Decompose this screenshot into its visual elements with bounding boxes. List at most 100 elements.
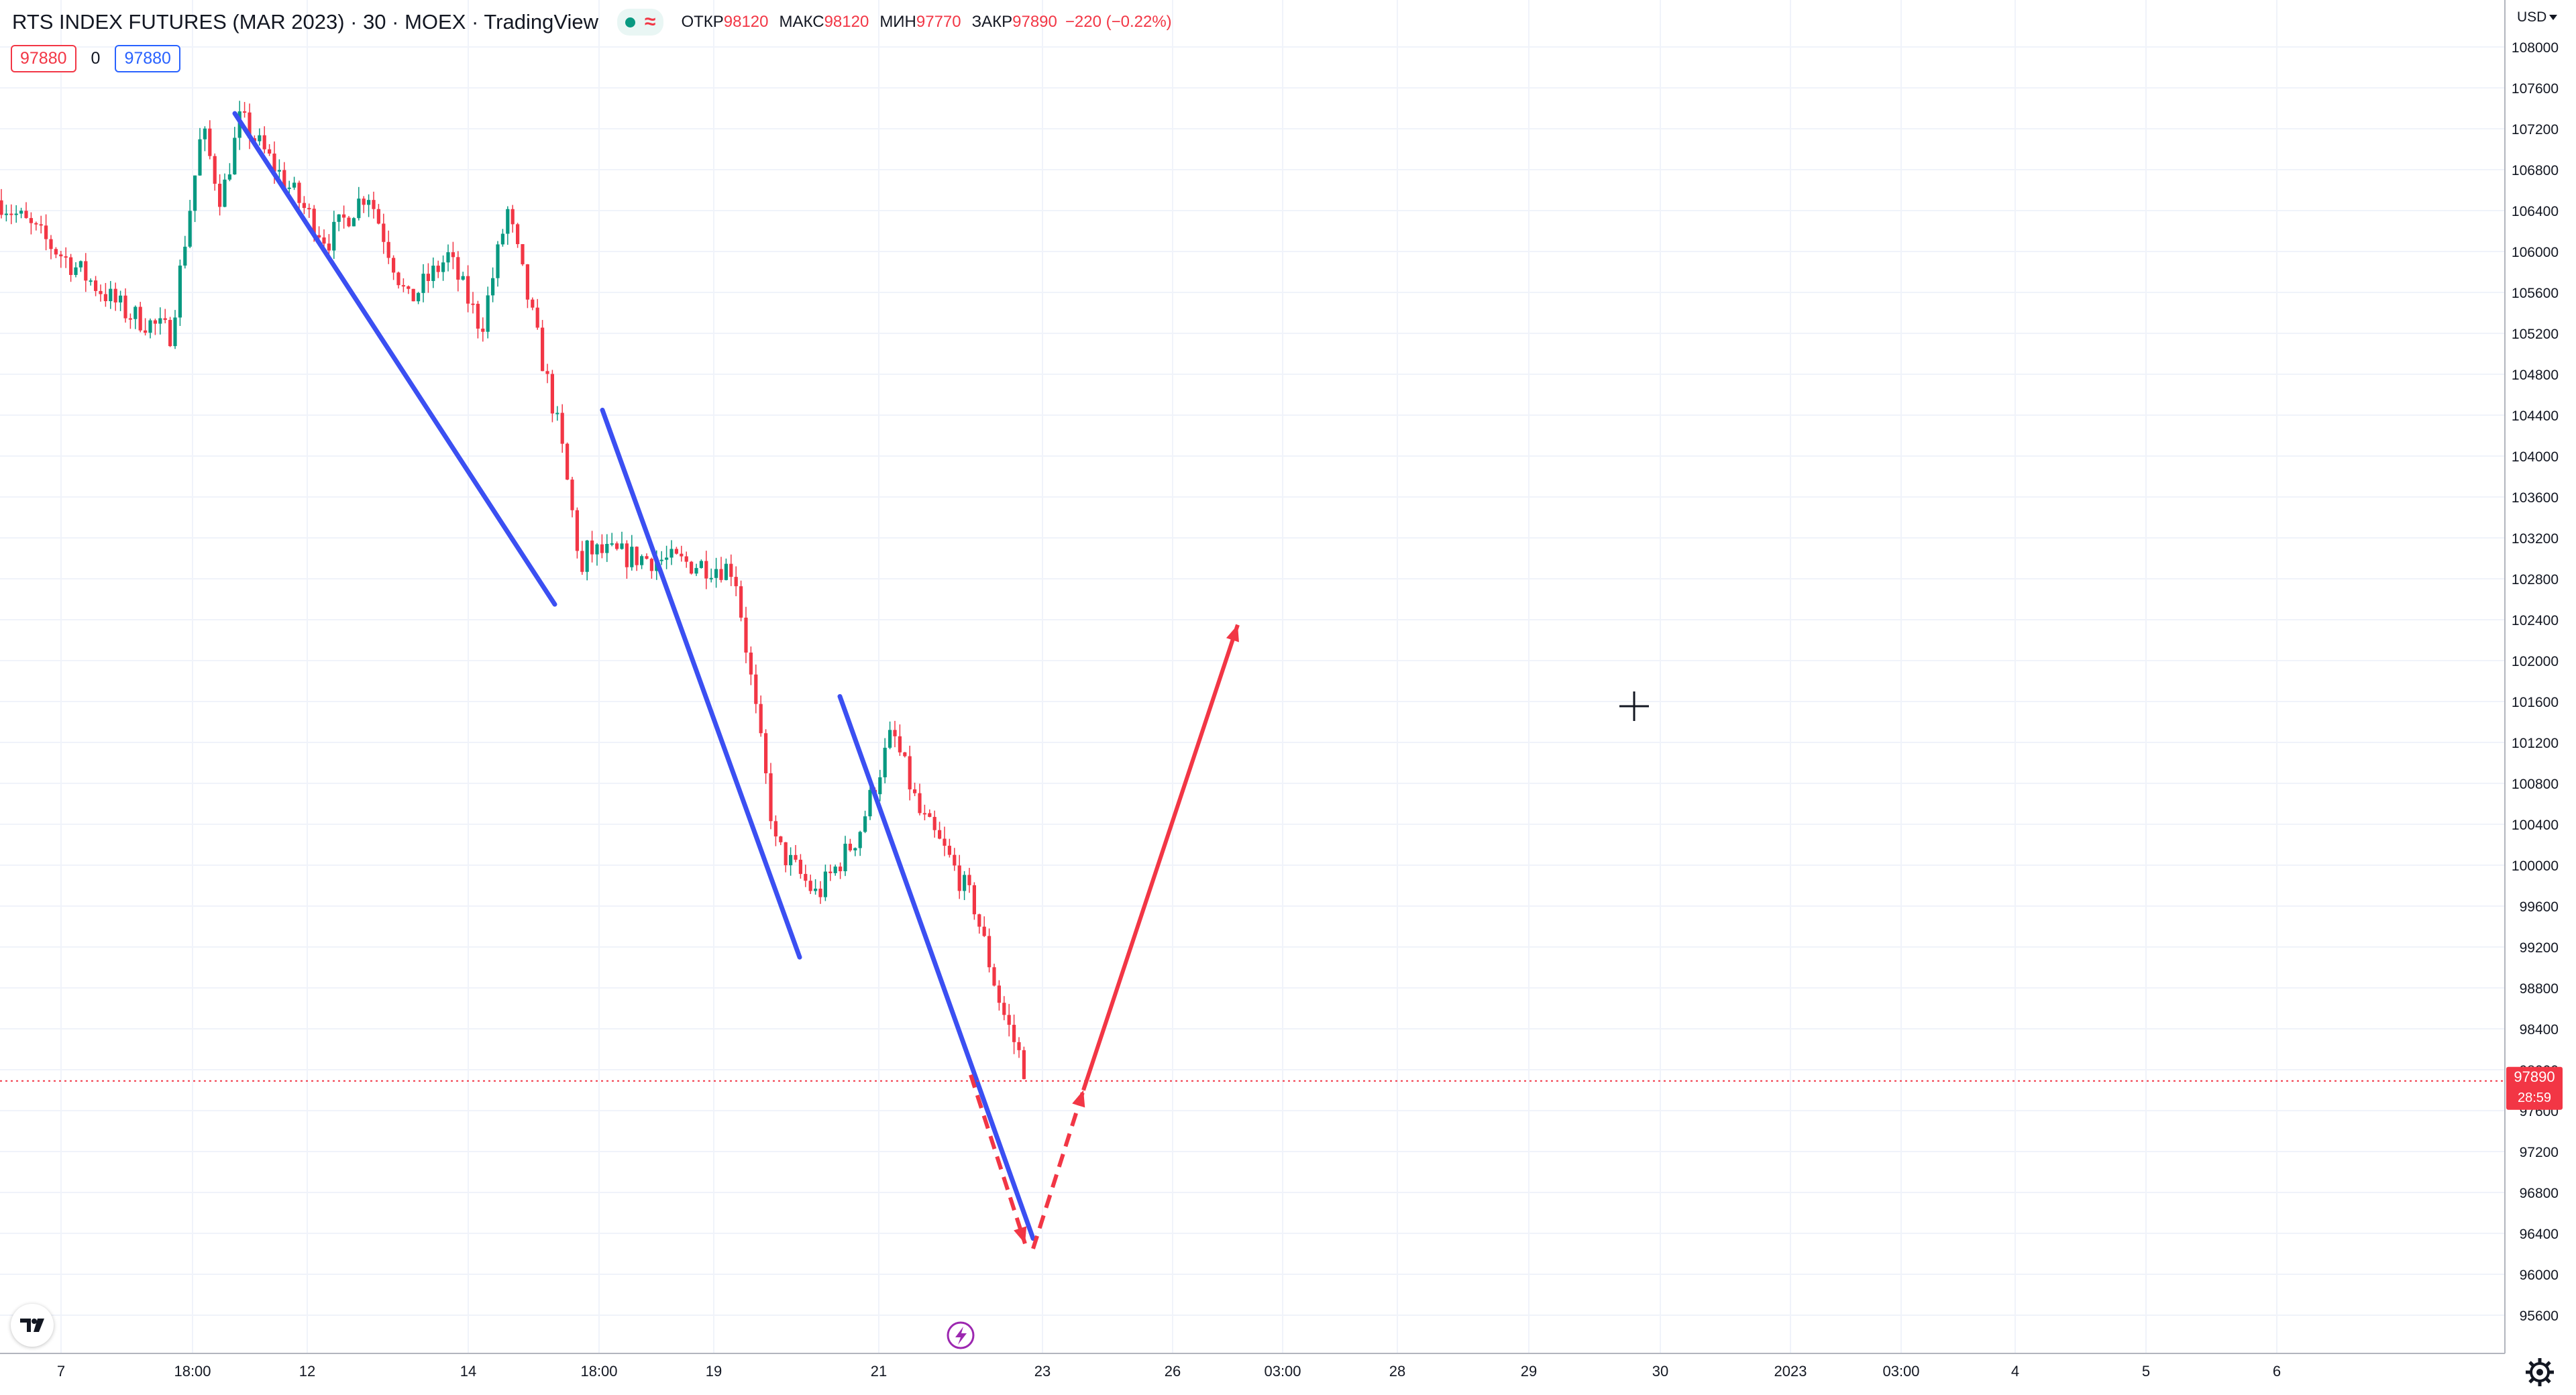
candle-body — [734, 577, 738, 587]
candle-body — [4, 213, 8, 215]
candle-body — [977, 914, 981, 927]
candle-body — [630, 547, 634, 567]
price-tick-label: 96800 — [2520, 1186, 2559, 1201]
candle-body — [808, 881, 812, 891]
change-value: −220 (−0.22%) — [1065, 13, 1172, 31]
price-axis[interactable]: 9560096000964009680097200976009800098400… — [2512, 40, 2559, 1324]
candle-body — [521, 243, 525, 265]
candle-body — [109, 288, 113, 302]
candle-body — [932, 817, 936, 830]
candle-body — [555, 412, 559, 414]
candle-body — [138, 306, 142, 331]
candle-body — [496, 244, 500, 278]
candle-body — [411, 288, 415, 302]
price-tick-label: 101600 — [2512, 695, 2559, 710]
candle-body — [203, 128, 207, 140]
low-value: 97770 — [916, 13, 961, 31]
gear-icon[interactable] — [2526, 1358, 2554, 1386]
candle-body — [148, 320, 152, 333]
candle-body — [943, 838, 947, 846]
candle-body — [580, 551, 584, 572]
candle-body — [54, 249, 58, 255]
candle-body — [476, 303, 480, 329]
candle-body — [436, 266, 440, 272]
candle-body — [168, 320, 172, 347]
candle-body — [123, 295, 127, 319]
price-tick-label: 106400 — [2512, 204, 2559, 219]
candle-body — [739, 586, 743, 618]
symbol-title[interactable]: RTS INDEX FUTURES (MAR 2023) · 30 · MOEX… — [12, 10, 598, 34]
price-tick-label: 104800 — [2512, 368, 2559, 383]
candle-body — [29, 218, 33, 223]
candle-body — [173, 317, 177, 347]
candle-body — [804, 874, 808, 881]
candle-body — [868, 789, 872, 817]
candle-body — [213, 156, 217, 184]
candle-body — [103, 294, 107, 302]
candle-body — [531, 299, 535, 308]
price-tick-label: 98800 — [2520, 981, 2559, 997]
candle-body — [883, 747, 887, 777]
market-status-badge[interactable]: ≈ — [616, 9, 664, 36]
open-value: 98120 — [723, 13, 769, 31]
chevron-down-icon[interactable] — [2549, 15, 2557, 20]
candle-body — [407, 286, 411, 289]
candle-body — [694, 567, 698, 574]
candle-body — [773, 821, 777, 837]
time-axis[interactable]: 7 18:00 12 14 18:00 19 21 23 26 03:00 28 29 30 2023 03… — [57, 1363, 2281, 1380]
sell-button[interactable]: 97880 — [11, 44, 76, 72]
candle-body — [888, 730, 892, 748]
currency-label[interactable]: USD — [2517, 9, 2546, 25]
price-tick-label: 104400 — [2512, 408, 2559, 424]
candle-body — [218, 183, 222, 207]
candle-body — [272, 153, 276, 172]
candle-body — [560, 412, 564, 444]
candle-body — [595, 544, 599, 555]
candle-body — [158, 318, 162, 324]
candle-body — [471, 303, 475, 305]
candle-body — [352, 218, 356, 227]
forecast-arrow-head — [1072, 1090, 1085, 1108]
candle-body — [669, 549, 674, 558]
candle-body — [903, 752, 907, 757]
candle-body — [798, 859, 802, 875]
candle-body — [922, 813, 926, 815]
price-tick-label: 107200 — [2512, 122, 2559, 137]
candle-body — [64, 256, 68, 258]
time-tick-label: 6 — [2273, 1363, 2281, 1380]
candle-body — [466, 276, 470, 304]
tradingview-logo-icon[interactable] — [11, 1304, 54, 1347]
candle-body — [282, 170, 286, 189]
candle-body — [649, 559, 653, 571]
candle-body — [620, 543, 624, 549]
candle-body — [0, 200, 3, 215]
candle-body — [839, 867, 843, 872]
forecast-arrow — [1031, 1089, 1085, 1249]
candle-body — [878, 777, 882, 795]
symbol-legend[interactable]: RTS INDEX FUTURES (MAR 2023) · 30 · MOEX… — [12, 5, 1172, 39]
candle-body — [898, 736, 902, 752]
candle-body — [332, 221, 336, 251]
time-tick-label: 14 — [460, 1363, 476, 1380]
candle-body — [828, 871, 833, 873]
candle-body — [312, 209, 316, 235]
candle-body — [610, 543, 614, 545]
candle-body — [893, 730, 897, 736]
price-tick-label: 102000 — [2512, 654, 2559, 669]
lightning-icon[interactable] — [947, 1321, 975, 1349]
candle-body — [19, 211, 23, 214]
buy-button[interactable]: 97880 — [115, 44, 180, 72]
candle-body — [754, 674, 758, 704]
buy-sell-panel[interactable]: 97880 0 97880 — [11, 43, 180, 74]
candle-body — [1012, 1025, 1016, 1042]
candle-body — [396, 272, 400, 286]
price-tick-label: 106800 — [2512, 163, 2559, 178]
open-label: ОТКР — [681, 13, 724, 31]
chart-grid — [0, 0, 2505, 1353]
candle-body — [570, 480, 574, 510]
candle-body — [59, 254, 63, 257]
candle-body — [600, 544, 604, 553]
time-tick-label: 18:00 — [580, 1363, 617, 1380]
drawing-layer[interactable] — [232, 111, 1240, 1249]
